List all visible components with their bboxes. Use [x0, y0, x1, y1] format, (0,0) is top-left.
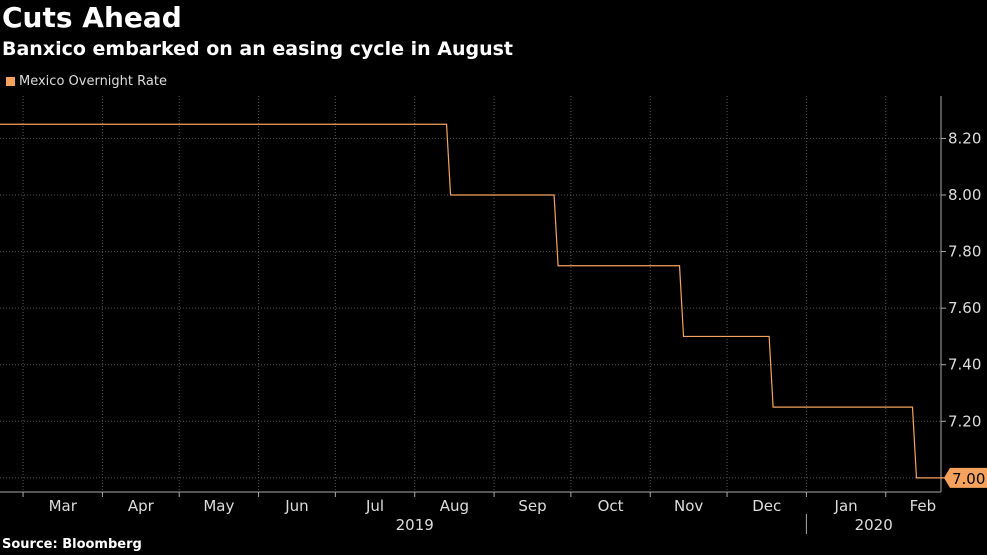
y-tick-label: 7.40	[948, 356, 981, 374]
legend-swatch	[6, 77, 15, 86]
x-tick-label: Mar	[49, 497, 78, 515]
y-tick-label: 8.00	[948, 186, 981, 204]
series-line-mexico-overnight-rate	[0, 123, 958, 479]
x-tick-label: May	[203, 497, 234, 515]
x-tick-label: Oct	[598, 497, 624, 515]
y-tick-label: 7.20	[948, 412, 981, 430]
source-note: Source: Bloomberg	[2, 537, 142, 552]
x-tick-label: Feb	[910, 497, 937, 515]
last-value-tag	[944, 467, 987, 488]
legend-label: Mexico Overnight Rate	[19, 74, 167, 89]
last-value-label: 7.00	[952, 470, 985, 488]
x-tick-label: Sep	[518, 497, 546, 515]
y-tick-label: 7.80	[948, 243, 981, 261]
x-tick-label: Apr	[128, 497, 155, 515]
x-tick-label: Jun	[284, 497, 308, 515]
x-tick-label: Nov	[674, 497, 703, 515]
x-tick-label: Jan	[834, 497, 858, 515]
x-year-label: 2019	[396, 516, 434, 534]
y-tick-label: 7.60	[948, 299, 981, 317]
y-tick-label: 8.20	[948, 129, 981, 147]
chart-title: Cuts Ahead	[2, 1, 182, 34]
x-tick-label: Dec	[752, 497, 781, 515]
x-tick-label: Aug	[440, 497, 469, 515]
x-tick-label: Jul	[365, 497, 384, 515]
chart-subtitle: Banxico embarked on an easing cycle in A…	[2, 38, 513, 60]
x-year-label: 2020	[855, 516, 893, 534]
legend: Mexico Overnight Rate	[6, 74, 167, 89]
